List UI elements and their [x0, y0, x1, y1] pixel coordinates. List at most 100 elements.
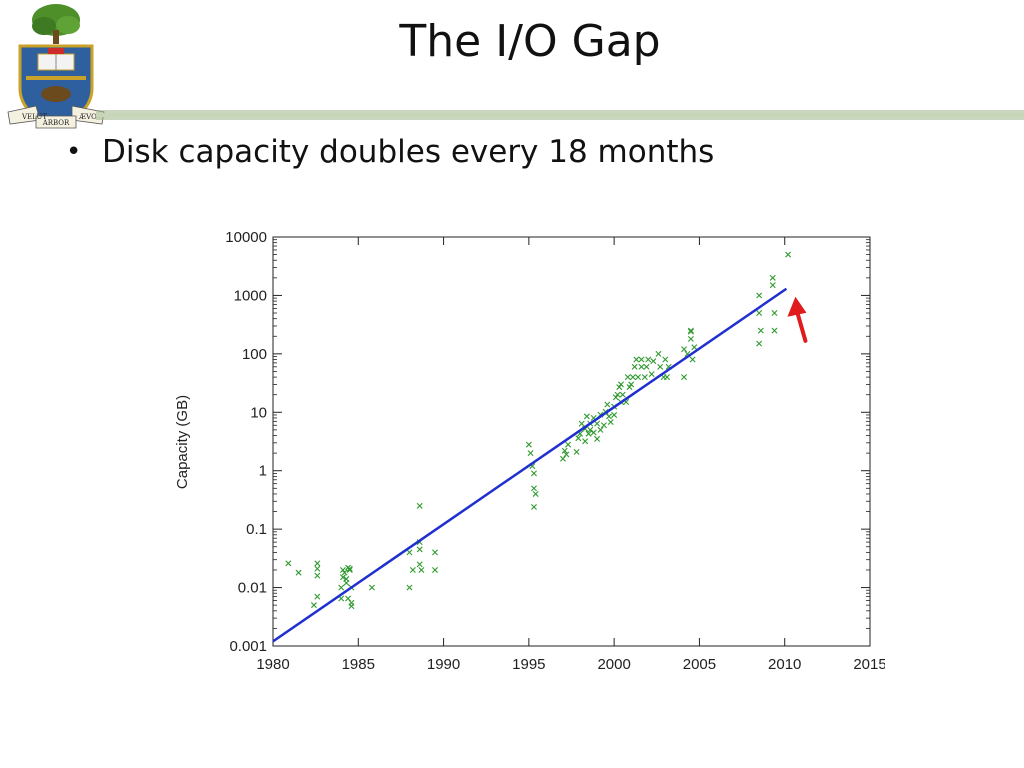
- data-point: [681, 374, 688, 381]
- data-point: [530, 503, 537, 510]
- y-tick-label: 0.01: [238, 580, 267, 597]
- y-tick-label: 10000: [225, 229, 267, 246]
- data-point: [607, 419, 614, 426]
- data-point: [771, 327, 778, 334]
- data-point: [657, 363, 664, 370]
- data-point: [594, 420, 601, 427]
- data-point: [348, 603, 355, 610]
- y-tick-label: 10: [250, 404, 267, 421]
- data-point: [285, 560, 292, 567]
- data-point: [635, 374, 642, 381]
- data-point: [561, 447, 568, 454]
- svg-text:VELUT: VELUT: [21, 113, 47, 121]
- data-point: [687, 335, 694, 342]
- slide-title: The I/O Gap: [399, 16, 661, 67]
- data-point: [416, 561, 423, 568]
- data-point: [578, 420, 585, 427]
- data-point: [575, 435, 582, 442]
- data-point: [662, 356, 669, 363]
- data-point: [611, 411, 618, 418]
- data-point: [756, 310, 763, 317]
- data-point: [409, 566, 416, 573]
- y-tick-label: 100: [242, 346, 267, 363]
- data-point: [530, 470, 537, 477]
- data-point: [594, 435, 601, 442]
- data-point: [624, 374, 631, 381]
- data-point: [628, 381, 635, 388]
- data-point: [616, 384, 623, 391]
- data-point: [527, 450, 534, 457]
- data-point: [756, 292, 763, 299]
- x-tick-label: 1980: [256, 656, 289, 673]
- data-point: [614, 391, 621, 398]
- data-point: [645, 356, 652, 363]
- data-point: [691, 344, 698, 351]
- data-point: [418, 566, 425, 573]
- data-point: [530, 485, 537, 492]
- arrow-shaft: [795, 310, 808, 343]
- data-point: [631, 363, 638, 370]
- data-point: [583, 413, 590, 420]
- data-point: [757, 327, 764, 334]
- plot-frame: [272, 236, 871, 647]
- y-tick-label: 1: [259, 463, 267, 480]
- data-point: [345, 564, 352, 571]
- data-point: [314, 565, 321, 572]
- data-point: [339, 574, 346, 581]
- data-point: [756, 340, 763, 347]
- data-point: [559, 455, 566, 462]
- data-point: [563, 451, 570, 458]
- data-point: [597, 426, 604, 433]
- y-axis-title: Capacity (GB): [174, 395, 191, 489]
- data-point: [310, 602, 317, 609]
- data-point: [633, 356, 640, 363]
- data-point: [638, 356, 645, 363]
- disk-capacity-chart: 1980 1985 1990 1995 2000 2005 2010 2015 0.001 0.0…: [174, 229, 885, 673]
- data-point: [681, 346, 688, 353]
- data-point: [525, 441, 532, 448]
- data-point: [341, 569, 348, 576]
- y-tick-label: 1000: [234, 287, 267, 304]
- data-point: [650, 358, 657, 365]
- data-point: [338, 584, 345, 591]
- data-point: [585, 430, 592, 437]
- data-point: [619, 391, 626, 398]
- svg-text:ARBOR: ARBOR: [42, 119, 70, 127]
- data-point: [771, 310, 778, 317]
- x-tick-label: 2010: [768, 656, 801, 673]
- data-point: [689, 356, 696, 363]
- bullet-item: • Disk capacity doubles every 18 months: [66, 130, 714, 174]
- data-point: [769, 274, 776, 281]
- data-point: [339, 566, 346, 573]
- data-point: [769, 282, 776, 289]
- data-point: [295, 569, 302, 576]
- data-point: [314, 560, 321, 567]
- trend-line: [272, 287, 788, 643]
- data-point: [641, 374, 648, 381]
- data-point: [687, 327, 694, 334]
- bullet-icon: •: [66, 137, 82, 167]
- data-point: [600, 422, 607, 429]
- arrow-head: [787, 296, 807, 317]
- data-point: [416, 502, 423, 509]
- red-arrow-annotation: [787, 296, 808, 343]
- data-point: [416, 546, 423, 553]
- data-point: [343, 579, 350, 586]
- x-tick-label: 1995: [512, 656, 545, 673]
- x-tick-label: 1985: [342, 656, 375, 673]
- data-point: [617, 381, 624, 388]
- x-tick-label: 1990: [427, 656, 460, 673]
- data-point: [432, 549, 439, 556]
- data-point: [406, 584, 413, 591]
- data-point: [582, 438, 589, 445]
- x-tick-label: 2015: [853, 656, 885, 673]
- data-point: [368, 584, 375, 591]
- data-point: [314, 572, 321, 579]
- data-point: [612, 394, 619, 401]
- y-tick-label: 0.1: [246, 521, 267, 538]
- data-point: [573, 448, 580, 455]
- data-point: [606, 413, 613, 420]
- data-point: [565, 441, 572, 448]
- data-point: [643, 363, 650, 370]
- data-point: [590, 429, 597, 436]
